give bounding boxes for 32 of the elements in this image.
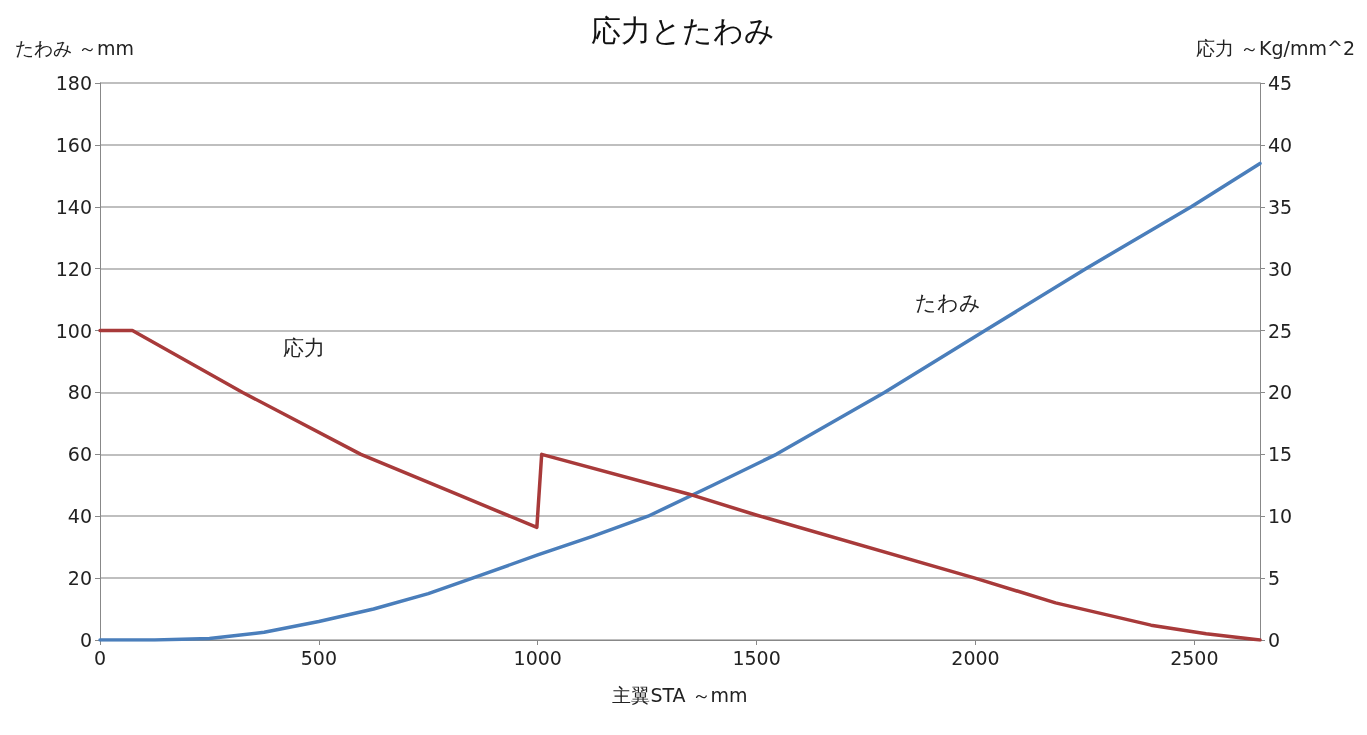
y-axis-title: たわみ ～mm [15, 36, 135, 59]
y-tick-label: 20 [67, 567, 92, 590]
y2-tick-label: 20 [1268, 381, 1293, 404]
y2-tick-label: 35 [1268, 195, 1293, 218]
y2-tick-label: 45 [1268, 72, 1293, 94]
series-label: たわみ [915, 291, 982, 315]
text: 応力 [282, 335, 325, 359]
x-axis-title: 主翼STA ～mm [612, 683, 748, 706]
x-tick-label: 2000 [951, 646, 1000, 669]
y2-axis-title: 応力 ～Kg/mm^2 [1196, 36, 1355, 59]
x-tick-label: 500 [300, 646, 337, 669]
y2-tick-label: 15 [1268, 443, 1293, 466]
y2-tick-label: 25 [1268, 319, 1293, 342]
y2-tick-label: 0 [1268, 629, 1281, 651]
y2-tick-label: 10 [1268, 505, 1293, 528]
x-tick-label: 0 [93, 646, 107, 669]
y-tick-label: 160 [55, 133, 92, 156]
y-tick-label: 120 [55, 257, 92, 280]
y2-tick-label: 40 [1268, 133, 1293, 156]
y-tick-label: 60 [67, 443, 92, 466]
y-tick-label: 80 [67, 381, 92, 404]
y-tick-label: 40 [67, 505, 92, 528]
y-tick-label: 100 [55, 319, 92, 342]
y-tick-label: 0 [79, 629, 92, 651]
y-tick-label: 180 [55, 72, 92, 94]
x-tick-label: 1000 [513, 646, 562, 669]
chart-title: 応力とたわみ [591, 12, 775, 48]
y2-tick-label: 30 [1268, 257, 1293, 280]
x-tick-label: 1500 [732, 646, 781, 669]
y2-tick-label: 5 [1268, 567, 1281, 590]
y-tick-label: 140 [55, 195, 92, 218]
x-tick-label: 2500 [1170, 646, 1219, 669]
